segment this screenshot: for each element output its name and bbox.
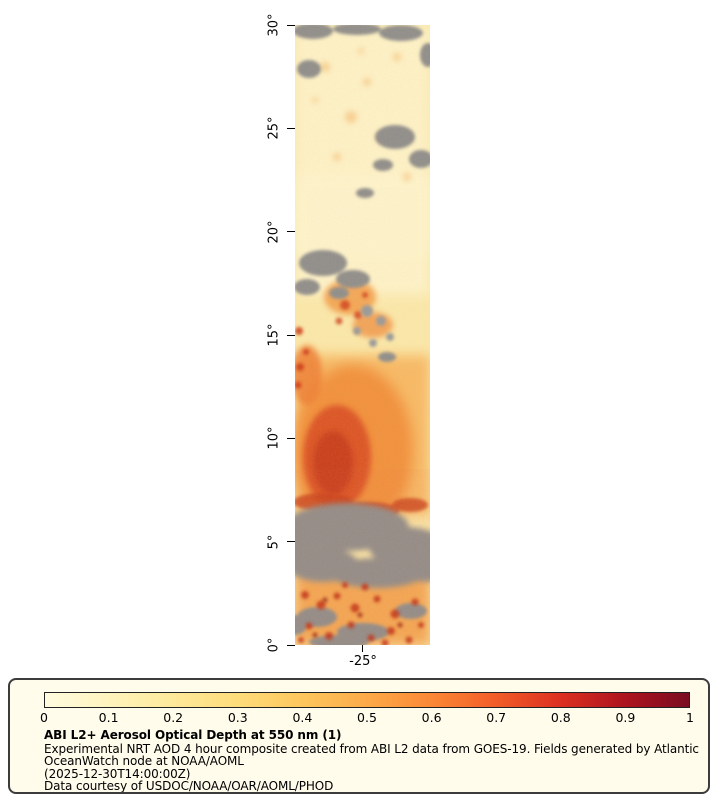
legend-description: Experimental NRT AOD 4 hour composite cr…: [44, 741, 699, 768]
lat-tick-label: 15°: [266, 323, 282, 347]
colorbar-tick-label: 0.9: [615, 710, 636, 725]
lat-tick-mark: [287, 231, 295, 233]
lat-tick-mark: [287, 127, 295, 129]
colorbar-tick-label: 0.4: [292, 710, 313, 725]
lon-tick-label: -25°: [349, 654, 377, 669]
colorbar-tick-label: 0.3: [227, 710, 248, 725]
lat-tick-mark: [287, 24, 295, 26]
legend-credit: Data courtesy of USDOC/NOAA/OAR/AOML/PHO…: [44, 779, 334, 793]
colorbar-tick-label: 0.1: [98, 710, 119, 725]
lat-tick-label: 10°: [266, 426, 282, 450]
lat-tick-label: 5°: [266, 534, 282, 550]
colorbar-tick-label: 1: [686, 710, 694, 725]
colorbar-tick-label: 0.8: [550, 710, 571, 725]
lat-tick-label: 30°: [266, 13, 282, 37]
aod-map-raster: [295, 25, 430, 645]
lat-tick-mark: [287, 437, 295, 439]
legend-title: ABI L2+ Aerosol Optical Depth at 550 nm …: [44, 728, 342, 742]
caption-block: ABI L2+ Aerosol Optical Depth at 550 nm …: [44, 728, 708, 793]
colorbar-tick-label: 0.5: [357, 710, 377, 725]
colorbar-tick-label: 0.7: [486, 710, 507, 725]
colorbar-tick-label: 0.6: [421, 710, 442, 725]
lat-tick-mark: [287, 541, 295, 543]
lat-tick-mark: [287, 644, 295, 646]
grain-texture-red: [295, 485, 430, 645]
aod-map: [295, 25, 430, 645]
lat-tick-mark: [287, 334, 295, 336]
lat-tick-label: 0°: [266, 637, 282, 653]
colorbar-tick-label: 0.2: [163, 710, 184, 725]
colorbar-legend-panel: 0 0.1 0.2 0.3 0.4 0.5 0.6 0.7 0.8 0.9 1 ABI L2+ Ae…: [8, 678, 710, 794]
colorbar-ticks: 0 0.1 0.2 0.3 0.4 0.5 0.6 0.7 0.8 0.9 1: [40, 710, 694, 725]
colorbar-gradient: [44, 692, 690, 708]
lat-tick-label: 20°: [266, 220, 282, 244]
lon-tick-mark: [362, 645, 363, 652]
lat-tick-label: 25°: [266, 116, 282, 140]
colorbar-tick-label: 0: [40, 710, 48, 725]
legend-timestamp: (2025-12-30T14:00:00Z): [44, 766, 191, 781]
